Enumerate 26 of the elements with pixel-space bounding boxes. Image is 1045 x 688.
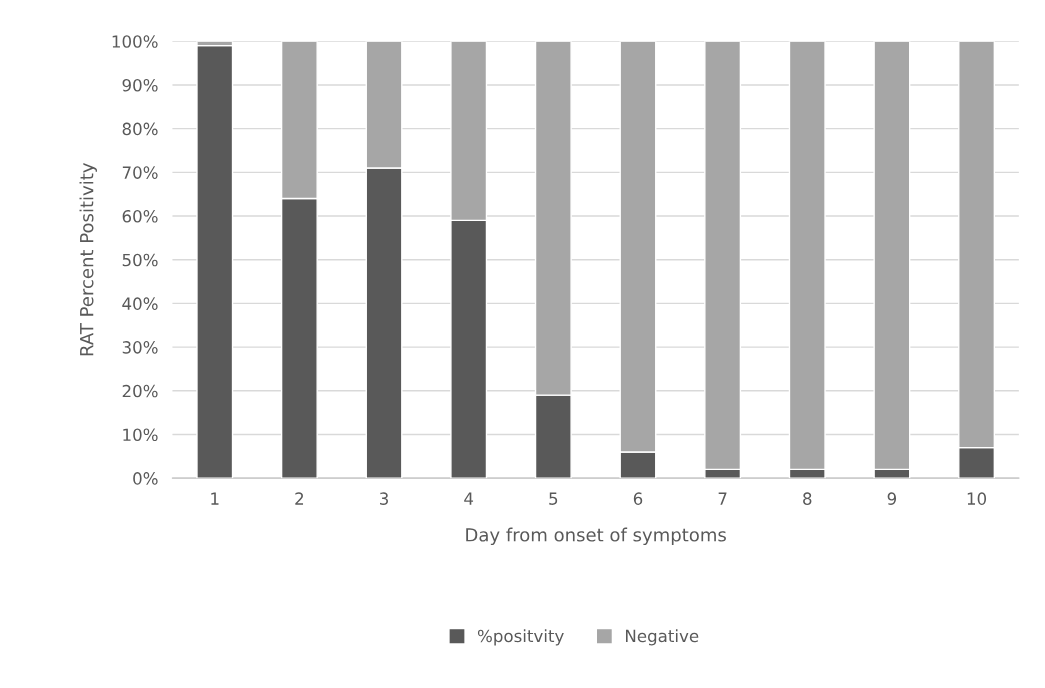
y-tick-label: 80% — [122, 122, 158, 136]
x-axis-title: Day from onset of symptoms — [466, 527, 726, 546]
y-tick-label: 10% — [123, 428, 158, 442]
x-tick-label: 2 — [295, 492, 304, 505]
x-tick-label: 3 — [380, 492, 388, 505]
x-tick-label: 8 — [803, 492, 812, 505]
bar — [196, 44, 234, 479]
x-tick-label: 7 — [718, 492, 727, 505]
x-tick-label: 9 — [887, 492, 897, 505]
x-tick-label: 1 — [211, 492, 219, 505]
x-tick-label: 4 — [464, 492, 474, 505]
x-tick-label: 10 — [967, 492, 987, 505]
y-tick-label: 20% — [122, 384, 158, 398]
y-tick-label: 40% — [122, 297, 158, 310]
y-tick-label: 100% — [112, 35, 158, 48]
y-tick-label: 90% — [122, 78, 158, 92]
y-tick-label: 0% — [133, 472, 158, 485]
y-axis-title: RAT Percent Positivity — [79, 163, 97, 356]
legend-label: Negative — [625, 629, 699, 646]
y-tick-label: 70% — [122, 166, 158, 179]
y-tick-label: 30% — [122, 341, 158, 354]
y-tick-label: 50% — [122, 253, 158, 267]
legend-label: %positvity — [477, 629, 564, 646]
x-tick-label: 6 — [633, 492, 643, 505]
x-tick-label: 5 — [549, 492, 558, 505]
y-tick-label: 60% — [122, 209, 158, 223]
